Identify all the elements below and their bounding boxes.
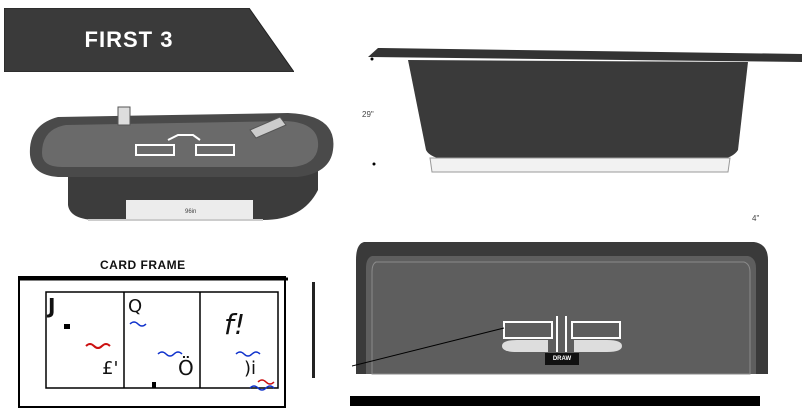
- title-banner: FIRST 3: [3, 7, 295, 73]
- card-rank-2: Q: [128, 296, 143, 317]
- card-frame: J £' Q Ö f! )i: [18, 276, 288, 410]
- table-perspective-drawing: 96in: [29, 106, 334, 221]
- banner-title: FIRST 3: [84, 27, 174, 52]
- card-frame-outline: [18, 276, 288, 408]
- depth-dimension: 4": [752, 214, 760, 223]
- card-frame-title: CARD FRAME: [100, 258, 186, 272]
- table-top-layout: [352, 242, 768, 375]
- card-rank-3: f!: [224, 308, 246, 341]
- divider-line: [312, 282, 315, 378]
- draw-label: DRAW: [545, 353, 579, 365]
- height-dimension: 29": [362, 110, 374, 119]
- table-side-elevation: [368, 48, 802, 173]
- card-rank-1: J: [48, 294, 56, 318]
- card-symbol-1: £': [102, 358, 119, 379]
- card-symbol-2: Ö: [178, 356, 194, 380]
- bottom-bar: [350, 396, 760, 406]
- width-dimension: 96in: [185, 209, 196, 215]
- card-symbol-3: )i: [244, 358, 257, 379]
